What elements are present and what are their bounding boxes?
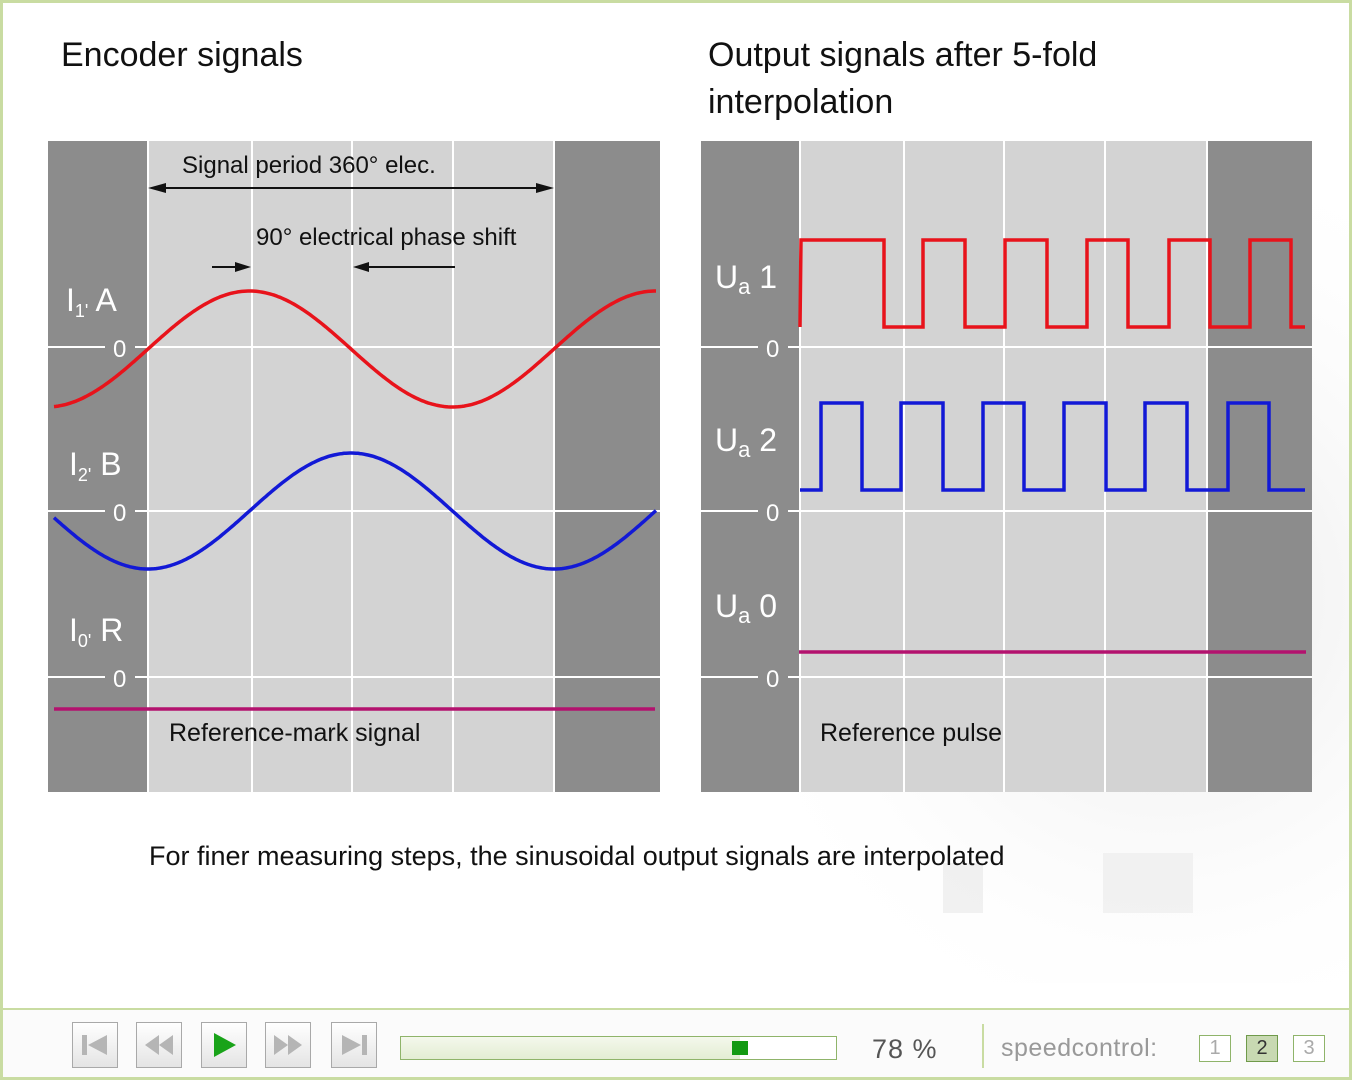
encoder-signals-panel: Signal period 360° elec. 90° electrical … [48,141,660,792]
phase-shift-label: 90° electrical phase shift [256,224,517,251]
right-heading-line1: Output signals after 5-fold [708,36,1098,74]
right-heading-line2: interpolation [708,83,894,121]
speed-option-1[interactable]: 1 [1199,1035,1231,1062]
rewind-icon [145,1035,173,1055]
skip-to-end-icon [342,1035,367,1055]
skip-to-end-button[interactable] [331,1022,377,1068]
speed-option-2[interactable]: 2 [1246,1035,1278,1062]
ua2-square-wave [800,401,1305,492]
track-label-i1-a: I1' A [66,282,117,321]
player-control-bar: 78 % speedcontrol: 1 2 3 [3,1008,1349,1077]
reference-pulse-label: Reference pulse [820,719,1002,747]
play-button[interactable] [201,1022,247,1068]
signal-diagram: Signal period 360° elec. 90° electrical … [48,141,1312,792]
fast-forward-icon [274,1035,302,1055]
track-label-i2-b: I2' B [69,446,122,485]
left-heading: Encoder signals [61,36,303,74]
skip-to-start-button[interactable] [72,1022,118,1068]
zero-label-i2: 0 [113,500,126,527]
caption-text: For finer measuring steps, the sinusoida… [149,841,1005,871]
zero-label-ua2: 0 [766,500,779,527]
track-label-i0-r: I0' R [69,612,123,651]
zero-label-ua0: 0 [766,666,779,693]
signal-a-sine-wave [53,289,656,409]
reference-mark-label: Reference-mark signal [169,719,421,747]
zero-label-i0: 0 [113,666,126,693]
fast-forward-button[interactable] [265,1022,311,1068]
progress-handle[interactable] [732,1041,749,1055]
signal-b-sine-wave [52,451,658,571]
progress-slider[interactable] [400,1036,837,1060]
speed-control-label: speedcontrol: [1001,1034,1158,1062]
rewind-button[interactable] [136,1022,182,1068]
zero-label-ua1: 0 [766,336,779,363]
zero-label-i1: 0 [113,336,126,363]
skip-to-start-icon [82,1035,107,1055]
speed-option-3[interactable]: 3 [1293,1035,1325,1062]
interpolated-output-panel: Ua 1 Ua 2 Ua 0 0 0 0 Reference pulse [701,141,1312,792]
progress-percent: 78 % [872,1034,938,1064]
ua1-square-wave [798,238,1305,329]
progress-fill [401,1037,741,1059]
track-label-ua0: Ua 0 [715,588,777,628]
track-label-ua1: Ua 1 [715,259,777,299]
signal-period-label: Signal period 360° elec. [182,152,436,179]
control-divider [982,1024,984,1068]
play-icon [214,1033,236,1057]
track-label-ua2: Ua 2 [715,422,777,462]
